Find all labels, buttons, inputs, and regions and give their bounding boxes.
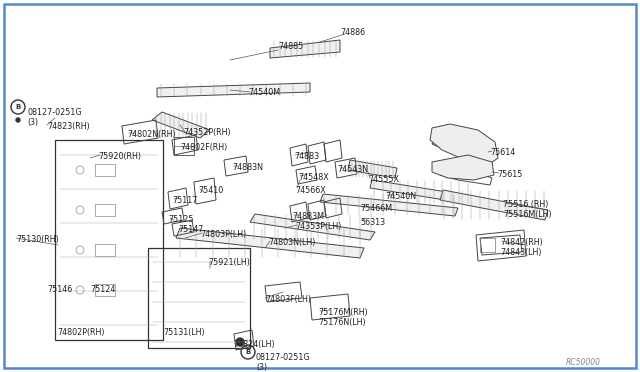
Text: B: B	[245, 349, 251, 355]
Text: 74883: 74883	[294, 152, 319, 161]
Bar	[480, 238, 495, 252]
Text: B: B	[15, 104, 20, 110]
Text: 75130(RH): 75130(RH)	[16, 235, 59, 244]
Text: 56313: 56313	[360, 218, 385, 227]
Text: 75410: 75410	[198, 186, 223, 195]
Text: 75615: 75615	[497, 170, 522, 179]
Polygon shape	[320, 194, 458, 216]
Text: 74555X: 74555X	[368, 175, 399, 184]
Text: 75614: 75614	[490, 148, 515, 157]
Text: 74883N: 74883N	[232, 163, 263, 172]
Text: 74543N: 74543N	[337, 165, 368, 174]
Bar	[95, 164, 115, 176]
Text: 74352P(RH): 74352P(RH)	[183, 128, 230, 137]
Text: 08127-0251G: 08127-0251G	[256, 353, 310, 362]
Polygon shape	[250, 214, 375, 240]
Text: 75516M(LH): 75516M(LH)	[503, 210, 552, 219]
Text: 74803N(LH): 74803N(LH)	[268, 238, 316, 247]
Text: (3): (3)	[256, 363, 267, 372]
Text: 74843(LH): 74843(LH)	[500, 248, 541, 257]
Text: 74540M: 74540M	[248, 88, 280, 97]
Text: 74823(RH): 74823(RH)	[47, 122, 90, 131]
Text: 75125: 75125	[168, 215, 193, 224]
Polygon shape	[157, 83, 310, 97]
Bar	[174, 137, 194, 155]
Text: 74842(RH): 74842(RH)	[500, 238, 543, 247]
Text: 74802P(RH): 74802P(RH)	[57, 328, 104, 337]
Polygon shape	[440, 190, 548, 220]
Text: 74886: 74886	[340, 28, 365, 37]
Polygon shape	[430, 124, 498, 165]
Bar	[55, 140, 163, 340]
Text: 74885: 74885	[278, 42, 303, 51]
Polygon shape	[270, 40, 340, 58]
Polygon shape	[176, 228, 364, 258]
Text: 75147: 75147	[178, 225, 204, 234]
Text: 75176N(LH): 75176N(LH)	[318, 318, 365, 327]
Text: 75124: 75124	[90, 285, 115, 294]
Text: 75466M: 75466M	[360, 204, 392, 213]
Polygon shape	[370, 180, 472, 204]
Polygon shape	[348, 160, 397, 178]
Text: 74353P(LH): 74353P(LH)	[295, 222, 341, 231]
Text: 75516 (RH): 75516 (RH)	[503, 200, 548, 209]
Text: 08127-0251G: 08127-0251G	[27, 108, 82, 117]
Text: 75146: 75146	[47, 285, 72, 294]
Bar	[95, 204, 115, 216]
Text: 74540N: 74540N	[385, 192, 416, 201]
Bar	[95, 244, 115, 256]
Text: 74883M: 74883M	[292, 212, 324, 221]
Text: 75921(LH): 75921(LH)	[208, 258, 250, 267]
Text: 75920(RH): 75920(RH)	[98, 152, 141, 161]
Circle shape	[236, 338, 244, 346]
Text: 75176M(RH): 75176M(RH)	[318, 308, 368, 317]
Text: 74566X: 74566X	[295, 186, 326, 195]
Text: 74802F(RH): 74802F(RH)	[180, 143, 227, 152]
Text: 74802N(RH): 74802N(RH)	[127, 130, 175, 139]
Text: 75117: 75117	[172, 196, 197, 205]
Text: 75131(LH): 75131(LH)	[163, 328, 205, 337]
Text: 74824(LH): 74824(LH)	[233, 340, 275, 349]
Text: RC50000: RC50000	[566, 358, 601, 367]
Bar	[95, 284, 115, 296]
Polygon shape	[152, 112, 210, 138]
Text: 74548X: 74548X	[298, 173, 329, 182]
Circle shape	[16, 118, 20, 122]
Text: (3): (3)	[27, 118, 38, 127]
Text: 74803F(LH): 74803F(LH)	[265, 295, 311, 304]
Polygon shape	[432, 155, 494, 180]
Text: 74803P(LH): 74803P(LH)	[200, 230, 246, 239]
Bar	[148, 248, 250, 348]
